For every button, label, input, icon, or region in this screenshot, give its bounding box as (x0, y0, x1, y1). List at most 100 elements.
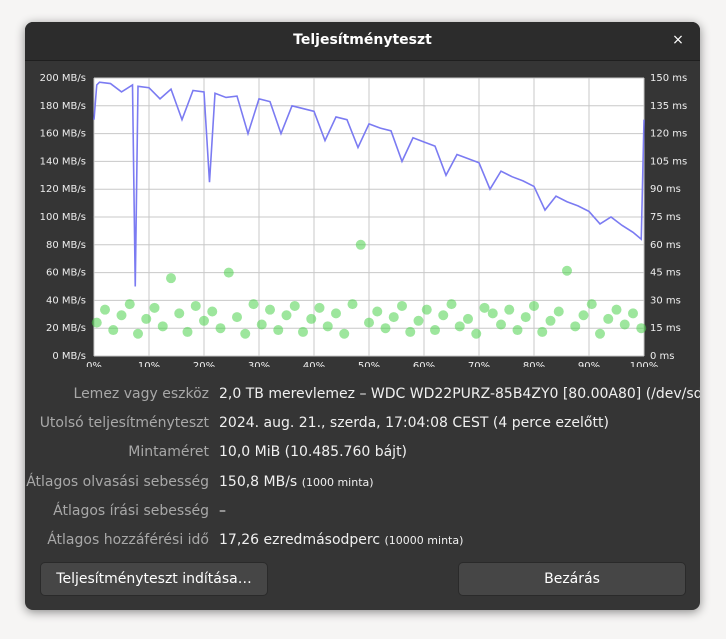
info-value: – (219, 502, 226, 519)
access-time-point (611, 304, 622, 315)
access-time-point (174, 308, 185, 319)
access-time-point (405, 326, 416, 337)
access-time-point (463, 313, 473, 324)
info-row: Átlagos hozzáférési idő 17,26 ezredmásodp… (25, 532, 700, 554)
access-time-point (504, 304, 515, 315)
info-value-group: 17,26 ezredmásodperc (10000 minta) (219, 532, 463, 548)
access-time-point (141, 313, 152, 324)
access-time-point (603, 313, 614, 324)
info-label: Átlagos hozzáférési idő (47, 532, 209, 548)
info-value: 2,0 TB merevlemez – WDC WD22PURZ-85B4ZY0… (219, 386, 700, 402)
access-time-point (331, 308, 341, 319)
info-value-group: 2024. aug. 21., szerda, 17:04:08 CEST (4… (219, 415, 609, 431)
y2-tick-label: 150 ms (650, 73, 687, 84)
x-tick-label: 20% (193, 361, 215, 367)
info-value-group: 2,0 TB merevlemez – WDC WD22PURZ-85B4ZY0… (219, 386, 700, 402)
access-time-point (215, 323, 226, 334)
x-tick-label: 10% (138, 361, 160, 367)
y-tick-label: 120 MB/s (40, 184, 86, 195)
x-tick-label: 50% (358, 361, 380, 367)
y-tick-label: 200 MB/s (40, 73, 86, 84)
info-value: 2024. aug. 21., szerda, 17:04:08 CEST (4… (219, 415, 609, 432)
access-time-point (487, 308, 498, 319)
access-time-point (512, 325, 523, 336)
y-tick-label: 180 MB/s (40, 101, 86, 112)
access-time-point (380, 323, 391, 334)
info-row: Lemez vagy eszköz 2,0 TB merevlemez – WDC… (25, 386, 700, 408)
access-time-point (116, 310, 127, 321)
y-tick-label: 20 MB/s (46, 323, 86, 334)
dialog: Teljesítményteszt × 0 MB/s 20 MB/s 40 MB/s… (25, 22, 700, 610)
access-time-point (339, 328, 350, 339)
access-time-point (289, 300, 300, 311)
access-time-point (314, 302, 325, 313)
access-time-point (364, 317, 374, 328)
access-time-point (636, 323, 647, 334)
access-time-point (553, 306, 564, 317)
x-tick-label: 40% (303, 361, 325, 367)
access-time-point (157, 321, 168, 332)
x-tick-label: 90% (578, 361, 600, 367)
info-value: 150,8 MB/s (219, 473, 298, 490)
close-button[interactable]: × (672, 32, 684, 48)
info-row: Átlagos írási sebesség – (25, 503, 700, 525)
access-time-point (438, 310, 449, 321)
access-time-point (306, 313, 317, 324)
close-dialog-button[interactable]: Bezárás (458, 562, 686, 596)
info-row: Mintaméret 10,0 MiB (10.485.760 bájt) (25, 444, 700, 466)
x-tick-label: 70% (468, 361, 490, 367)
start-button[interactable]: Teljesítményteszt indítása… (40, 562, 268, 596)
access-time-point (388, 312, 399, 323)
y-tick-label: 80 MB/s (46, 240, 86, 251)
x-tick-label: 80% (523, 361, 545, 367)
x-tick-label: 30% (248, 361, 270, 367)
y2-tick-label: 45 ms (650, 268, 681, 279)
access-time-point (372, 306, 383, 317)
access-time-point (570, 321, 581, 332)
info-label: Átlagos írási sebesség (53, 502, 209, 519)
access-time-point (232, 312, 242, 323)
y2-tick-label: 90 ms (650, 184, 681, 195)
access-time-point (265, 304, 275, 315)
access-time-point (182, 326, 193, 337)
read-speed-line (93, 81, 645, 287)
access-time-point (628, 308, 638, 319)
access-time-point (273, 325, 284, 336)
y-tick-label: 60 MB/s (46, 268, 86, 279)
access-time-point (133, 328, 143, 339)
access-time-point (537, 326, 548, 337)
access-time-point (240, 328, 251, 339)
info-label: Utolsó teljesítményteszt (39, 415, 209, 432)
access-time-point (199, 315, 209, 326)
access-time-point (479, 302, 490, 313)
access-time-point (578, 310, 589, 321)
y-tick-label: 40 MB/s (46, 295, 86, 306)
info-value-group: 10,0 MiB (10.485.760 bájt) (219, 444, 407, 460)
access-time-point (520, 312, 531, 323)
info-note: (1000 minta) (301, 475, 374, 489)
y2-tick-label: 135 ms (650, 101, 687, 112)
access-time-point (471, 328, 482, 339)
access-time-point (562, 265, 572, 276)
info-note: (10000 minta) (384, 534, 464, 547)
access-time-point (619, 319, 630, 330)
access-time-point (248, 299, 259, 310)
access-time-point (124, 299, 135, 310)
info-value: 10,0 MiB (10.485.760 bájt) (219, 444, 408, 461)
info-value-group: 150,8 MB/s (1000 minta) (219, 474, 374, 490)
x-tick-label: 0% (86, 361, 102, 367)
access-time-point (149, 302, 160, 313)
access-time-point (223, 267, 234, 278)
access-time-point (355, 239, 366, 250)
y2-tick-label: 0 ms (650, 351, 675, 362)
info-value-group: – (219, 503, 226, 519)
access-time-point (397, 300, 407, 311)
x-tick-label: 100% (630, 361, 659, 367)
x-tick-label: 60% (413, 361, 435, 367)
access-time-point (430, 325, 440, 336)
y2-tick-label: 120 ms (650, 129, 687, 140)
access-time-point (256, 319, 267, 330)
access-time-point (166, 273, 176, 284)
access-time-point (347, 299, 358, 310)
access-time-point (446, 299, 457, 310)
